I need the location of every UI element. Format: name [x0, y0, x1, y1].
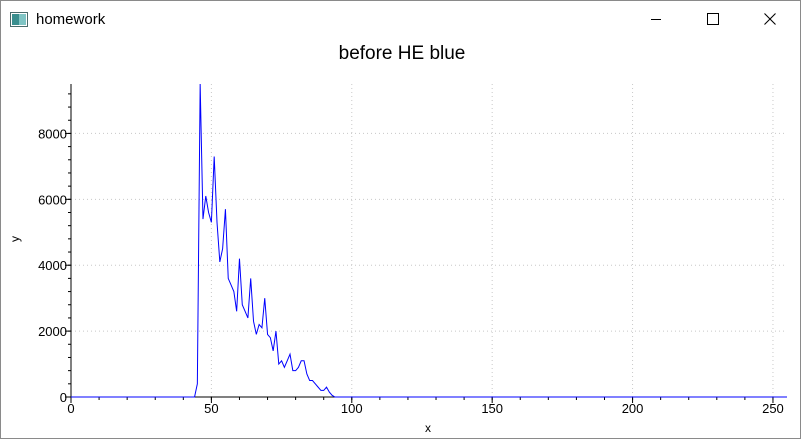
grid-lines [71, 84, 787, 397]
title-bar[interactable]: homework [1, 1, 800, 37]
x-tick-label: 50 [204, 401, 218, 416]
y-tick-label: 2000 [38, 324, 67, 339]
y-tick-label: 4000 [38, 258, 67, 273]
close-icon [764, 13, 776, 25]
x-tick-label: 150 [481, 401, 503, 416]
window-title: homework [36, 11, 106, 28]
x-tick-label: 250 [762, 401, 784, 416]
close-button[interactable] [747, 1, 793, 37]
chart-title: before HE blue [339, 43, 466, 64]
x-tick-label: 0 [67, 401, 74, 416]
tick-labels: 0 50 100 150 200 250 0 2000 4000 6000 8000 [38, 126, 784, 416]
y-tick-label: 0 [60, 390, 67, 405]
maximize-button[interactable] [690, 1, 736, 37]
x-tick-label: 200 [622, 401, 644, 416]
y-tick-label: 6000 [38, 192, 67, 207]
chart-area: before HE blue 0 50 100 150 200 250 0 2000 4000 6… [1, 37, 800, 438]
series-line [71, 83, 787, 398]
app-window-icon [10, 12, 28, 27]
y-tick-label: 8000 [38, 126, 67, 141]
x-axis-label: x [425, 421, 431, 435]
minimize-icon [651, 19, 661, 20]
minimize-button[interactable] [633, 1, 679, 37]
maximize-icon [707, 13, 719, 25]
axes [65, 84, 787, 403]
line-chart: before HE blue 0 50 100 150 200 250 0 2000 4000 6… [8, 43, 787, 435]
y-axis-label: y [8, 236, 22, 242]
x-tick-label: 100 [341, 401, 363, 416]
